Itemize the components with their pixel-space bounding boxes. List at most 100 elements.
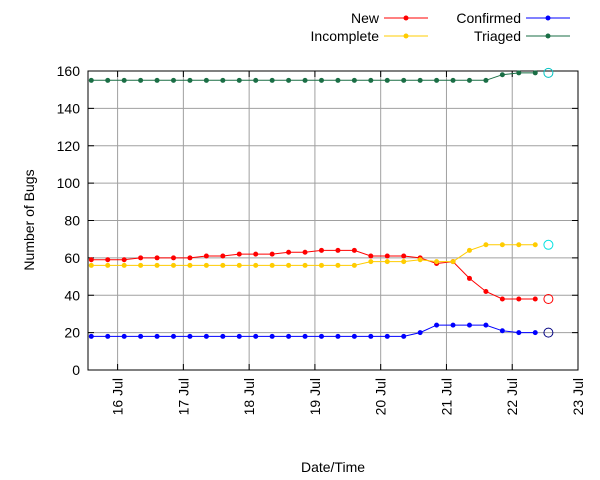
data-point-new — [88, 257, 94, 263]
legend-marker-confirmed — [545, 15, 551, 21]
series-triaged — [88, 67, 554, 83]
data-point-new — [203, 253, 209, 259]
data-point-incomplete — [302, 262, 308, 268]
x-tick-label: 22 Jul — [504, 378, 520, 415]
data-point-new — [236, 251, 242, 257]
x-axis-ticks: 16 Jul 17 Jul 18 Jul 19 Jul 20 Jul 21 Jul 22 J… — [110, 71, 586, 415]
data-point-new — [154, 255, 160, 261]
data-point-confirmed — [318, 333, 324, 339]
data-point-triaged — [532, 70, 538, 76]
series-line-new — [91, 249, 536, 300]
legend-label-new: New — [351, 10, 380, 26]
data-point-confirmed — [105, 333, 111, 339]
data-point-triaged — [154, 77, 160, 83]
data-point-incomplete — [466, 247, 472, 253]
data-point-triaged — [483, 77, 489, 83]
data-point-triaged — [88, 77, 94, 83]
data-point-incomplete — [253, 262, 259, 268]
data-point-triaged — [253, 77, 259, 83]
series-line-incomplete — [91, 244, 536, 266]
x-tick-label: 16 Jul — [110, 378, 126, 415]
y-tick-label: 160 — [57, 63, 81, 79]
y-tick-label: 100 — [57, 175, 81, 191]
data-point-triaged — [187, 77, 193, 83]
data-point-triaged — [269, 77, 275, 83]
data-point-incomplete — [187, 262, 193, 268]
data-point-triaged — [105, 77, 111, 83]
current-marker-incomplete — [543, 239, 554, 250]
x-tick-label: 17 Jul — [175, 378, 191, 415]
data-point-confirmed — [516, 330, 522, 336]
data-point-confirmed — [450, 322, 456, 328]
data-point-new — [499, 296, 505, 302]
x-tick-label: 20 Jul — [373, 378, 389, 415]
y-axis-ticks: 0 20 40 60 80 100 120 140 160 — [57, 63, 578, 378]
y-tick-label: 80 — [64, 213, 80, 229]
data-point-incomplete — [368, 259, 374, 265]
data-point-confirmed — [499, 328, 505, 334]
data-point-new — [318, 247, 324, 253]
legend: New Incomplete Confirmed Triaged — [311, 10, 570, 44]
data-point-confirmed — [220, 333, 226, 339]
data-point-triaged — [368, 77, 374, 83]
data-point-incomplete — [236, 262, 242, 268]
y-tick-label: 120 — [57, 138, 81, 154]
x-tick-label: 18 Jul — [241, 378, 257, 415]
y-tick-label: 0 — [72, 362, 80, 378]
data-point-triaged — [171, 77, 177, 83]
data-point-new — [483, 289, 489, 295]
data-point-incomplete — [138, 262, 144, 268]
data-point-triaged — [499, 72, 505, 78]
data-point-confirmed — [351, 333, 357, 339]
current-marker-new — [543, 293, 554, 304]
data-point-confirmed — [302, 333, 308, 339]
data-point-confirmed — [138, 333, 144, 339]
data-point-confirmed — [187, 333, 193, 339]
y-tick-label: 40 — [64, 287, 80, 303]
data-point-confirmed — [236, 333, 242, 339]
data-point-new — [384, 253, 390, 259]
data-point-incomplete — [401, 259, 407, 265]
data-point-confirmed — [483, 322, 489, 328]
data-point-confirmed — [466, 322, 472, 328]
current-marker-triaged — [543, 67, 554, 78]
series — [88, 67, 554, 339]
data-point-incomplete — [203, 262, 209, 268]
data-point-triaged — [318, 77, 324, 83]
data-point-incomplete — [286, 262, 292, 268]
current-marker-confirmed — [543, 327, 554, 338]
legend-marker-incomplete — [403, 33, 409, 39]
data-point-confirmed — [368, 333, 374, 339]
x-tick-label: 19 Jul — [307, 378, 323, 415]
data-point-triaged — [203, 77, 209, 83]
data-point-incomplete — [88, 262, 94, 268]
data-point-confirmed — [335, 333, 341, 339]
data-point-confirmed — [154, 333, 160, 339]
data-point-new — [335, 247, 341, 253]
x-tick-label: 21 Jul — [438, 378, 454, 415]
data-point-new — [401, 253, 407, 259]
data-point-triaged — [335, 77, 341, 83]
y-tick-label: 140 — [57, 100, 81, 116]
data-point-triaged — [302, 77, 308, 83]
data-point-new — [121, 257, 127, 263]
data-point-triaged — [401, 77, 407, 83]
data-point-confirmed — [532, 330, 538, 336]
data-point-triaged — [434, 77, 440, 83]
data-point-triaged — [286, 77, 292, 83]
data-point-triaged — [516, 70, 522, 76]
grid — [88, 71, 578, 370]
data-point-incomplete — [269, 262, 275, 268]
data-point-confirmed — [171, 333, 177, 339]
data-point-incomplete — [417, 257, 423, 263]
legend-label-confirmed: Confirmed — [456, 10, 521, 26]
data-point-confirmed — [286, 333, 292, 339]
data-point-new — [105, 257, 111, 263]
legend-label-triaged: Triaged — [474, 28, 521, 44]
data-point-triaged — [417, 77, 423, 83]
series-incomplete — [88, 239, 554, 268]
y-tick-label: 60 — [64, 250, 80, 266]
data-point-triaged — [220, 77, 226, 83]
legend-marker-new — [403, 15, 409, 21]
